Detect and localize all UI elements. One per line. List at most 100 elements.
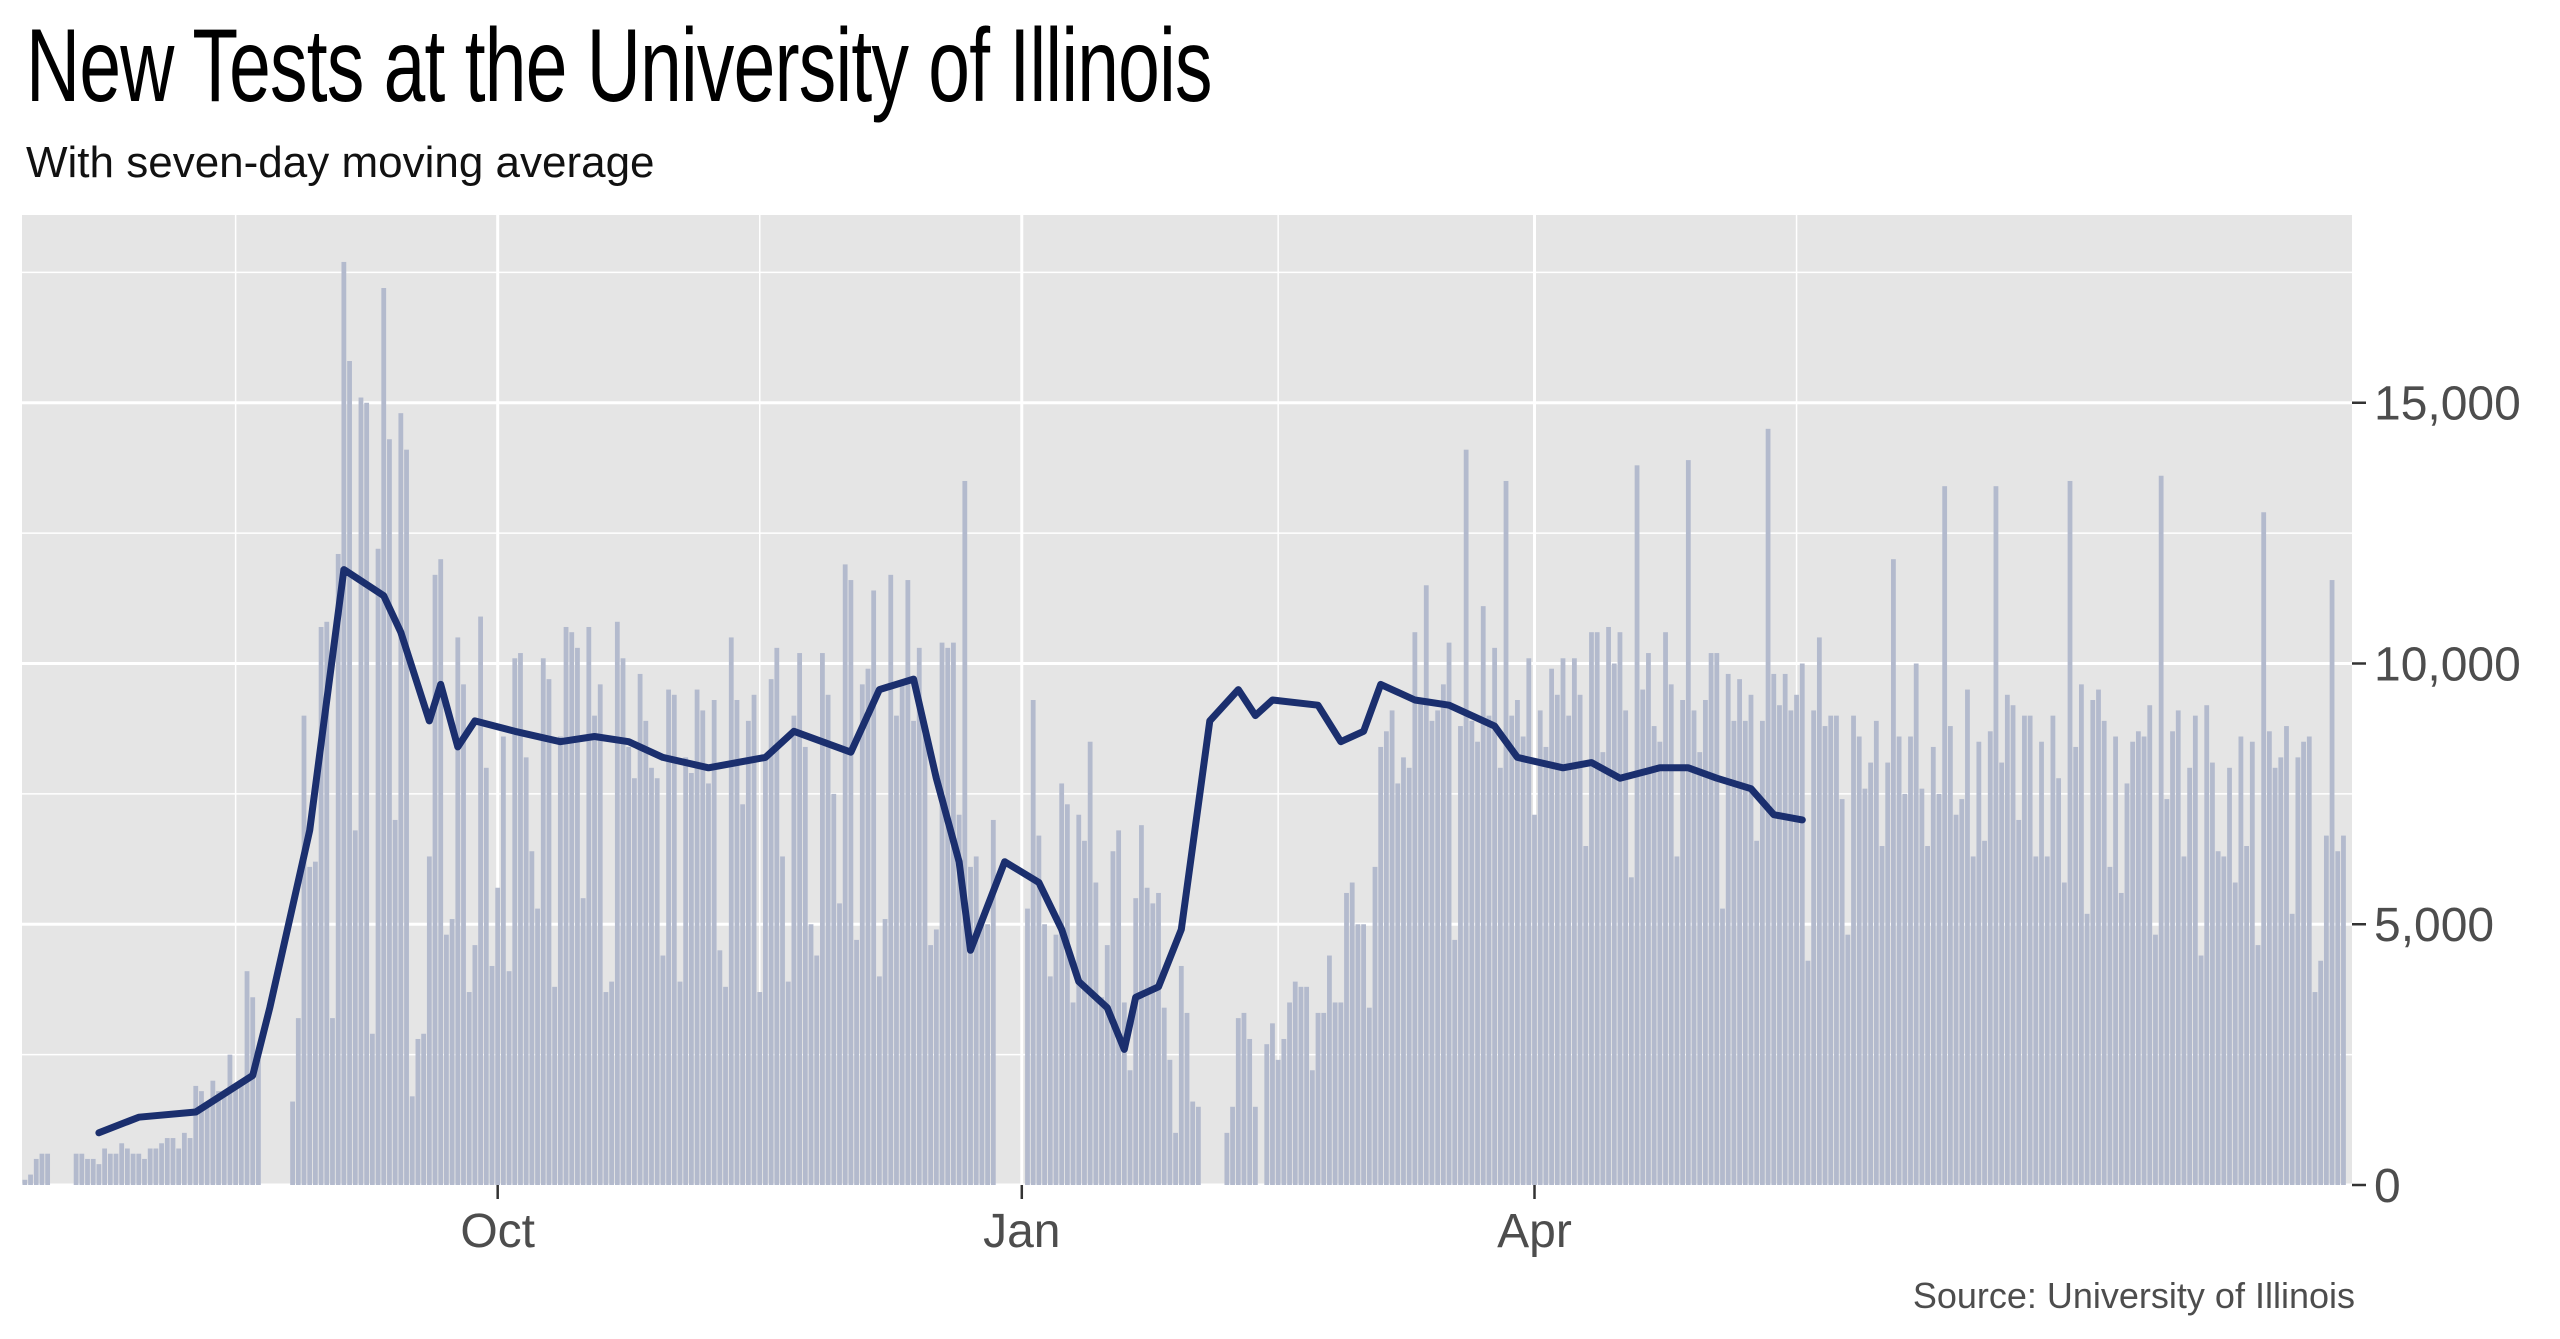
daily-test-bar — [1161, 1007, 1167, 1185]
daily-test-bar — [1418, 700, 1423, 1185]
daily-test-bar — [381, 288, 387, 1185]
daily-test-bar — [1537, 710, 1543, 1185]
daily-test-bar — [1087, 741, 1093, 1185]
daily-test-bar — [221, 1096, 227, 1185]
daily-test-bar — [2130, 741, 2136, 1185]
daily-test-bar — [426, 856, 432, 1185]
daily-test-bar — [506, 971, 512, 1185]
daily-test-bar — [1862, 788, 1868, 1185]
daily-test-bar — [489, 965, 495, 1185]
daily-test-bar — [1167, 1059, 1173, 1185]
daily-test-bar — [1606, 626, 1611, 1185]
daily-test-bar — [119, 1143, 125, 1185]
daily-test-bar — [2039, 741, 2044, 1185]
daily-test-bar — [854, 939, 859, 1185]
source-note: Source: University of Illinois — [1912, 1275, 2355, 1316]
daily-test-bar — [575, 647, 580, 1185]
daily-test-bar — [734, 700, 740, 1185]
daily-test-bar — [2261, 512, 2267, 1185]
daily-test-bar — [1127, 1070, 1133, 1185]
daily-test-bar — [706, 783, 711, 1185]
daily-test-bar — [2044, 856, 2050, 1185]
daily-test-bar — [387, 439, 392, 1185]
daily-test-bar — [740, 804, 746, 1185]
daily-test-bar — [592, 715, 597, 1185]
daily-test-bar — [535, 908, 540, 1185]
daily-test-bar — [1435, 710, 1441, 1185]
daily-test-bar — [922, 731, 928, 1185]
daily-test-bar — [1099, 997, 1104, 1185]
daily-test-bar — [1782, 673, 1788, 1185]
daily-test-bar — [1366, 1007, 1372, 1185]
y-tick-label: 0 — [2374, 1160, 2401, 1213]
daily-test-bar — [569, 632, 575, 1185]
daily-test-bar — [1247, 1038, 1253, 1185]
daily-test-bar — [894, 715, 899, 1185]
daily-test-bar — [2232, 882, 2238, 1185]
daily-test-bar — [1401, 757, 1406, 1185]
daily-test-bar — [472, 945, 478, 1185]
daily-test-bar — [1281, 1038, 1287, 1185]
daily-test-bar — [1788, 710, 1794, 1185]
daily-test-bar — [398, 413, 404, 1185]
daily-test-bar — [660, 955, 666, 1185]
daily-test-bar — [2033, 856, 2039, 1185]
daily-test-bar — [2022, 715, 2027, 1185]
daily-test-bar — [1737, 679, 1742, 1185]
daily-test-bar — [176, 1148, 182, 1185]
daily-test-bar — [324, 621, 330, 1185]
daily-test-bar — [1663, 632, 1668, 1185]
daily-test-bar — [1395, 783, 1401, 1185]
daily-test-bar — [802, 746, 808, 1185]
daily-test-bar — [2335, 851, 2341, 1185]
daily-test-bar — [409, 1096, 415, 1185]
daily-test-bar — [124, 1148, 130, 1185]
daily-test-bar — [620, 658, 626, 1185]
daily-test-bar — [1879, 846, 1885, 1185]
daily-test-bar — [2175, 710, 2181, 1185]
daily-test-bar — [1987, 731, 1993, 1185]
daily-test-bar — [546, 679, 552, 1185]
daily-test-bar — [461, 684, 466, 1185]
daily-test-bar — [2318, 960, 2324, 1185]
daily-test-bar — [500, 736, 506, 1185]
daily-test-bar — [1383, 731, 1389, 1185]
daily-test-bar — [968, 866, 973, 1185]
daily-test-bar — [1526, 658, 1532, 1185]
daily-test-bar — [2073, 746, 2079, 1185]
daily-test-bar — [2107, 866, 2113, 1185]
daily-test-bar — [1725, 673, 1731, 1185]
daily-test-bar — [438, 559, 444, 1185]
daily-test-bar — [295, 1018, 301, 1185]
daily-test-bar — [1947, 726, 1953, 1185]
x-tick-label: Apr — [1497, 1205, 1572, 1258]
daily-test-bar — [1754, 840, 1760, 1185]
daily-test-bar — [1315, 1012, 1321, 1185]
daily-test-bar — [1628, 877, 1634, 1185]
daily-test-bar — [1834, 715, 1839, 1185]
daily-test-bar — [990, 819, 996, 1185]
daily-test-bar — [159, 1143, 164, 1185]
daily-test-bar — [1930, 746, 1936, 1185]
daily-test-bar — [962, 480, 968, 1185]
daily-test-bar — [1070, 1002, 1076, 1185]
daily-test-bar — [432, 574, 438, 1185]
daily-test-bar — [1794, 694, 1799, 1185]
daily-test-bar — [136, 1153, 142, 1185]
daily-test-bar — [312, 861, 318, 1185]
daily-test-bar — [859, 684, 865, 1185]
daily-test-bar — [102, 1148, 107, 1185]
daily-test-bar — [2238, 736, 2244, 1185]
daily-test-bar — [763, 757, 768, 1185]
daily-test-bar — [341, 261, 347, 1185]
moving-average-line — [95, 566, 1806, 1137]
daily-test-bar — [1338, 1002, 1344, 1185]
daily-test-bar — [39, 1153, 45, 1185]
daily-test-bar — [985, 924, 991, 1185]
daily-test-bar — [523, 757, 529, 1185]
daily-test-bar — [557, 736, 563, 1185]
daily-test-bar — [358, 397, 364, 1186]
daily-test-bar — [1748, 694, 1754, 1185]
daily-test-bar — [1554, 694, 1560, 1185]
